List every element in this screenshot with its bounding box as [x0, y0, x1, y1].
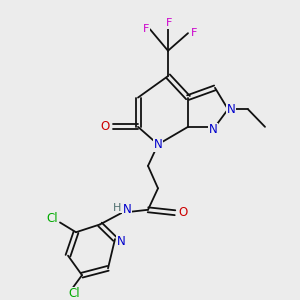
- Text: N: N: [117, 235, 125, 248]
- Text: N: N: [154, 138, 162, 151]
- Text: Cl: Cl: [46, 212, 58, 225]
- Text: H: H: [113, 203, 121, 213]
- Text: Cl: Cl: [68, 287, 80, 300]
- Text: O: O: [100, 120, 109, 133]
- Text: F: F: [143, 24, 149, 34]
- Text: N: N: [123, 203, 131, 216]
- Text: N: N: [226, 103, 236, 116]
- Text: N: N: [208, 123, 217, 136]
- Text: F: F: [166, 18, 172, 28]
- Text: O: O: [178, 206, 188, 219]
- Text: F: F: [191, 28, 197, 38]
